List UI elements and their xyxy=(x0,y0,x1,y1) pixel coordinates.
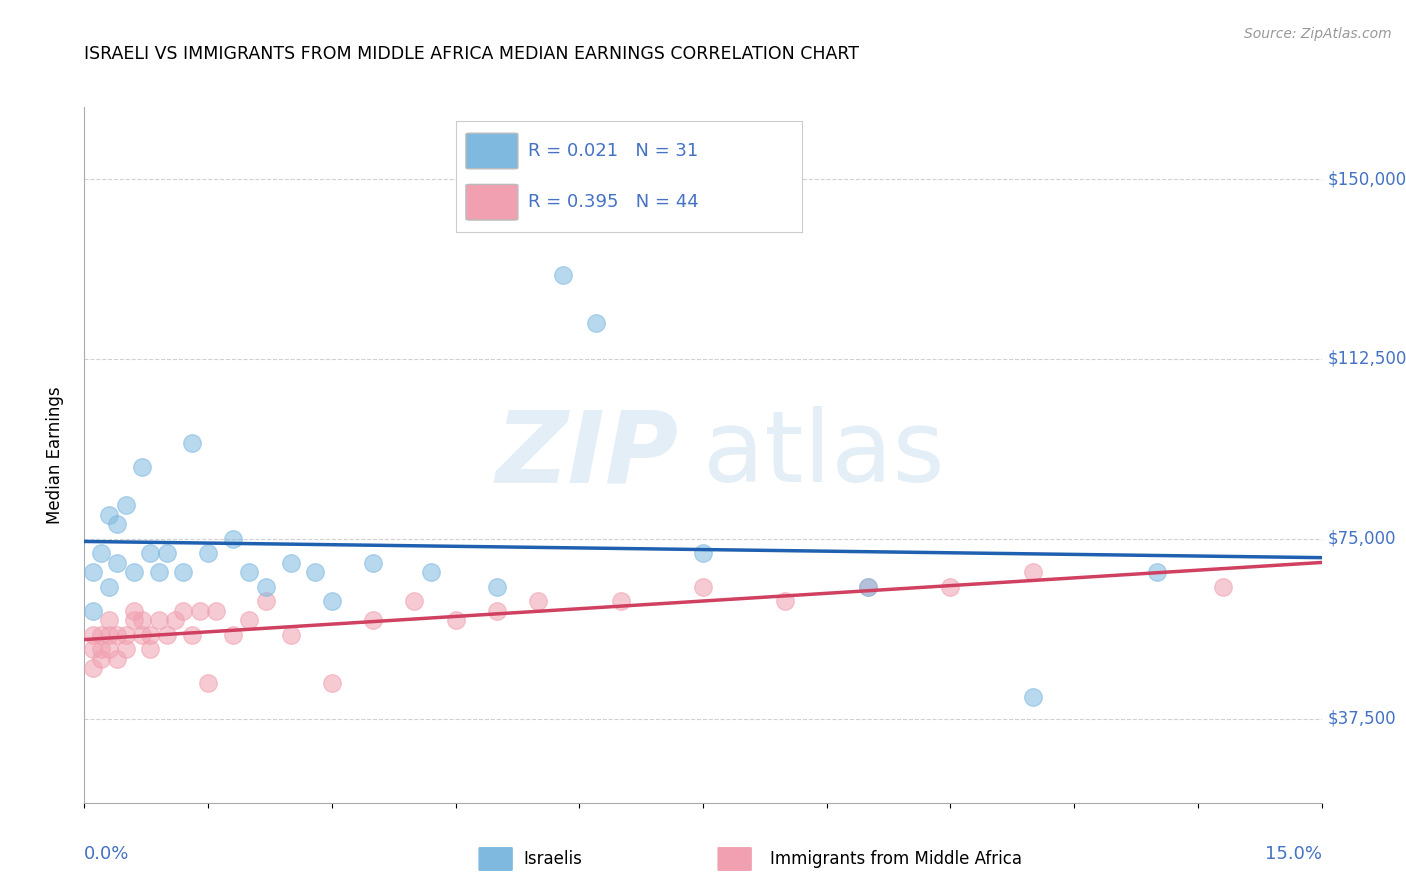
Point xyxy=(139,642,162,657)
Point xyxy=(90,652,112,666)
Point xyxy=(280,628,302,642)
Point xyxy=(939,580,962,594)
Point xyxy=(404,594,426,608)
Point xyxy=(321,676,343,690)
Point xyxy=(485,580,508,594)
Text: atlas: atlas xyxy=(703,407,945,503)
Text: $150,000: $150,000 xyxy=(1327,170,1406,188)
Text: ISRAELI VS IMMIGRANTS FROM MIDDLE AFRICA MEDIAN EARNINGS CORRELATION CHART: ISRAELI VS IMMIGRANTS FROM MIDDLE AFRICA… xyxy=(84,45,859,62)
Point xyxy=(856,580,879,594)
Text: $75,000: $75,000 xyxy=(1327,530,1396,548)
Point xyxy=(1212,580,1234,594)
Point xyxy=(90,628,112,642)
FancyBboxPatch shape xyxy=(465,133,517,169)
Point xyxy=(775,594,797,608)
Point xyxy=(114,642,136,657)
Point xyxy=(122,604,145,618)
Point xyxy=(98,580,121,594)
Point xyxy=(114,498,136,512)
Point xyxy=(98,642,121,657)
Point xyxy=(254,580,277,594)
Point xyxy=(82,566,104,580)
FancyBboxPatch shape xyxy=(465,185,517,220)
Point xyxy=(361,614,384,628)
Text: 15.0%: 15.0% xyxy=(1264,845,1322,863)
Point xyxy=(156,546,179,560)
Point xyxy=(692,546,714,560)
Point xyxy=(856,580,879,594)
Text: Source: ZipAtlas.com: Source: ZipAtlas.com xyxy=(1244,27,1392,41)
Point xyxy=(98,628,121,642)
Text: $112,500: $112,500 xyxy=(1327,350,1406,368)
Point xyxy=(82,604,104,618)
Point xyxy=(222,532,245,546)
Point xyxy=(197,546,219,560)
Point xyxy=(222,628,245,642)
Point xyxy=(165,614,187,628)
Point xyxy=(1146,566,1168,580)
Text: Israelis: Israelis xyxy=(523,850,582,868)
Point xyxy=(122,614,145,628)
Point xyxy=(254,594,277,608)
Text: R = 0.395   N = 44: R = 0.395 N = 44 xyxy=(529,194,699,211)
Point xyxy=(105,517,128,532)
Point xyxy=(98,614,121,628)
Point xyxy=(280,556,302,570)
Point xyxy=(172,566,194,580)
Point xyxy=(148,566,170,580)
FancyBboxPatch shape xyxy=(718,847,751,871)
Point xyxy=(609,594,631,608)
Point xyxy=(692,580,714,594)
Point xyxy=(122,566,145,580)
Point xyxy=(419,566,441,580)
Point xyxy=(361,556,384,570)
Point xyxy=(90,642,112,657)
Point xyxy=(105,628,128,642)
Point xyxy=(444,614,467,628)
FancyBboxPatch shape xyxy=(479,847,512,871)
Point xyxy=(82,642,104,657)
Point xyxy=(321,594,343,608)
Point xyxy=(139,628,162,642)
Point xyxy=(238,614,260,628)
Point xyxy=(304,566,326,580)
Point xyxy=(1022,690,1045,705)
Text: R = 0.021   N = 31: R = 0.021 N = 31 xyxy=(529,142,699,160)
Text: 0.0%: 0.0% xyxy=(84,845,129,863)
Text: $37,500: $37,500 xyxy=(1327,710,1396,728)
Point xyxy=(114,628,136,642)
Point xyxy=(172,604,194,618)
Text: Immigrants from Middle Africa: Immigrants from Middle Africa xyxy=(770,850,1022,868)
Point xyxy=(527,594,550,608)
Point xyxy=(156,628,179,642)
Point xyxy=(131,459,153,474)
Point xyxy=(551,268,574,282)
Point xyxy=(585,316,607,330)
Point xyxy=(148,614,170,628)
Point xyxy=(238,566,260,580)
Point xyxy=(188,604,211,618)
Point xyxy=(105,652,128,666)
Point xyxy=(90,546,112,560)
Point xyxy=(197,676,219,690)
Point xyxy=(105,556,128,570)
Text: ZIP: ZIP xyxy=(495,407,678,503)
Point xyxy=(131,614,153,628)
Point xyxy=(139,546,162,560)
Point xyxy=(485,604,508,618)
Point xyxy=(82,661,104,675)
Point xyxy=(82,628,104,642)
Y-axis label: Median Earnings: Median Earnings xyxy=(45,386,63,524)
Point xyxy=(180,628,202,642)
Point xyxy=(131,628,153,642)
Point xyxy=(180,436,202,450)
Point xyxy=(1022,566,1045,580)
Point xyxy=(205,604,228,618)
Point xyxy=(98,508,121,522)
